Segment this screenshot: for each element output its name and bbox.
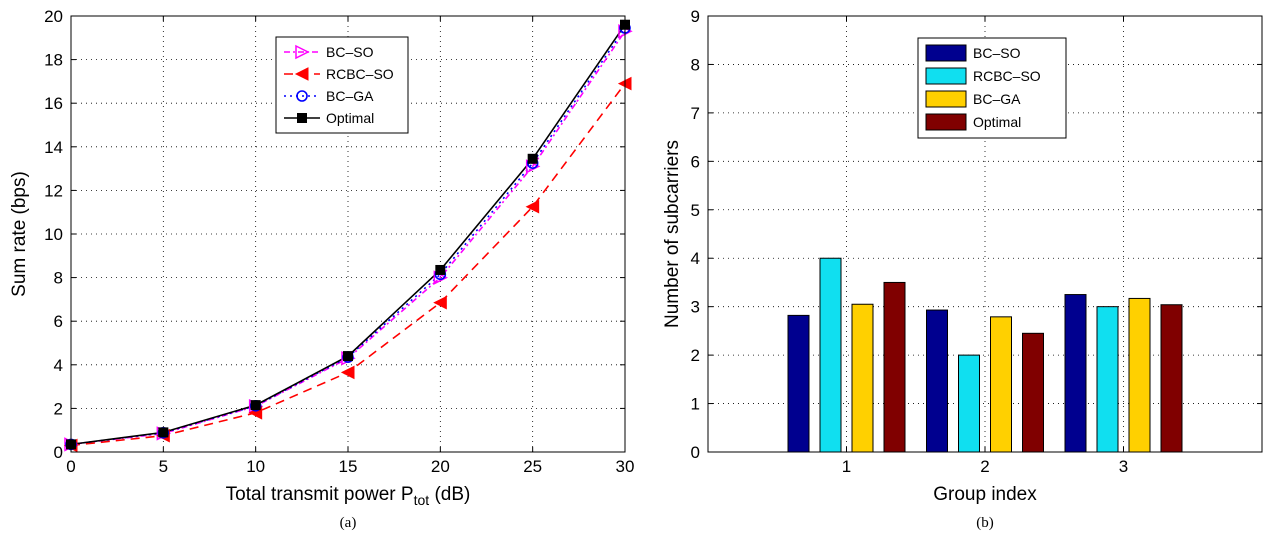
panel-caption: (b) — [976, 515, 994, 531]
bar — [926, 309, 948, 453]
legend-label: BC–SO — [973, 45, 1021, 61]
x-tick-label: 3 — [1119, 457, 1128, 476]
y-tick-label: 1 — [691, 395, 700, 414]
data-point — [433, 295, 447, 310]
x-tick-label: 2 — [980, 457, 989, 476]
bar — [1096, 306, 1119, 453]
y-tick-label: 4 — [54, 356, 63, 375]
bar — [1160, 304, 1183, 453]
series-line — [70, 30, 626, 446]
y-tick-label: 2 — [54, 399, 63, 418]
axes-box — [707, 15, 1263, 453]
bar — [851, 303, 874, 453]
panel-caption: (a) — [340, 515, 357, 531]
y-tick-label: 0 — [54, 443, 63, 462]
data-point — [525, 199, 540, 214]
line-chart-panel: 0 5 10 15 20 25 30 0 2 4 6 8 10 12 14 16 18 20 BC–SO RCBC–… — [9, 7, 634, 531]
legend-swatch — [925, 67, 967, 85]
y-tick-label: 2 — [691, 346, 700, 365]
legend: BC–SO RCBC–SO BC–GA Optimal — [275, 36, 409, 134]
y-tick-label: 14 — [44, 138, 63, 157]
data-point — [158, 427, 169, 438]
y-tick-label: 12 — [44, 181, 63, 200]
legend-swatch — [925, 90, 967, 108]
axes-box — [70, 15, 626, 453]
x-tick-label: 20 — [431, 457, 450, 476]
y-axis-label: Sum rate (bps) — [9, 171, 30, 297]
y-tick-label: 6 — [691, 152, 700, 171]
tick-labels: 0 1 2 3 4 5 6 7 8 9 1 2 3 — [691, 7, 1129, 476]
bars-group — [787, 257, 1183, 453]
y-tick-label: 4 — [691, 249, 700, 268]
x-tick-label: 5 — [159, 457, 168, 476]
tick-labels: 0 5 10 15 20 25 30 0 2 4 6 8 10 12 14 16 18 20 — [44, 7, 634, 476]
x-tick-label: 30 — [616, 457, 635, 476]
data-point — [296, 90, 308, 102]
y-tick-label: 10 — [44, 225, 63, 244]
x-tick-label: 25 — [523, 457, 542, 476]
legend-label: BC–GA — [973, 91, 1021, 107]
legend-label: BC–GA — [326, 88, 374, 104]
bar — [1128, 297, 1151, 453]
y-tick-label: 18 — [44, 51, 63, 70]
y-tick-label: 7 — [691, 104, 700, 123]
y-tick-label: 6 — [54, 312, 63, 331]
data-point — [295, 44, 310, 60]
legend: BC–SO RCBC–SO BC–GA Optimal — [917, 37, 1067, 139]
bar — [1064, 294, 1087, 453]
x-axis-label: Group index — [933, 484, 1037, 505]
y-tick-label: 16 — [44, 94, 63, 113]
x-tick-label: 0 — [66, 457, 75, 476]
bar — [883, 281, 906, 453]
bar-chart-panel: 0 1 2 3 4 5 6 7 8 9 1 2 3 BC–SO RCBC–SO BC–GA Optimal G… — [662, 7, 1263, 531]
bar — [819, 257, 842, 453]
legend-label: RCBC–SO — [973, 68, 1041, 84]
data-point — [435, 264, 446, 275]
y-tick-label: 9 — [691, 7, 700, 26]
data-point — [343, 351, 353, 362]
data-point — [294, 67, 309, 81]
bar — [1022, 332, 1044, 453]
y-tick-label: 8 — [691, 55, 700, 74]
x-tick-label: 10 — [246, 457, 265, 476]
x-tick-label: 15 — [339, 457, 358, 476]
grid — [708, 15, 1262, 453]
x-axis-label: Total transmit power Ptot (dB) — [226, 484, 471, 508]
y-tick-label: 20 — [44, 7, 63, 26]
y-axis-label: Number of subcarriers — [662, 140, 683, 328]
legend-label: Optimal — [973, 114, 1021, 130]
legend-swatch — [925, 44, 967, 62]
data-point — [340, 365, 355, 380]
y-tick-label: 3 — [691, 298, 700, 317]
bar — [958, 354, 980, 453]
y-tick-label: 0 — [691, 443, 700, 462]
data-point — [297, 113, 307, 123]
legend-swatch — [925, 113, 967, 131]
x-tick-label: 1 — [842, 457, 851, 476]
data-point — [527, 153, 538, 164]
legend-label: Optimal — [326, 110, 374, 126]
legend-label: BC–SO — [326, 44, 374, 60]
legend-label: RCBC–SO — [326, 66, 394, 82]
bar — [990, 316, 1012, 453]
y-tick-label: 5 — [691, 201, 700, 220]
bar — [787, 314, 810, 453]
y-tick-label: 8 — [54, 269, 63, 288]
data-point — [250, 400, 261, 411]
